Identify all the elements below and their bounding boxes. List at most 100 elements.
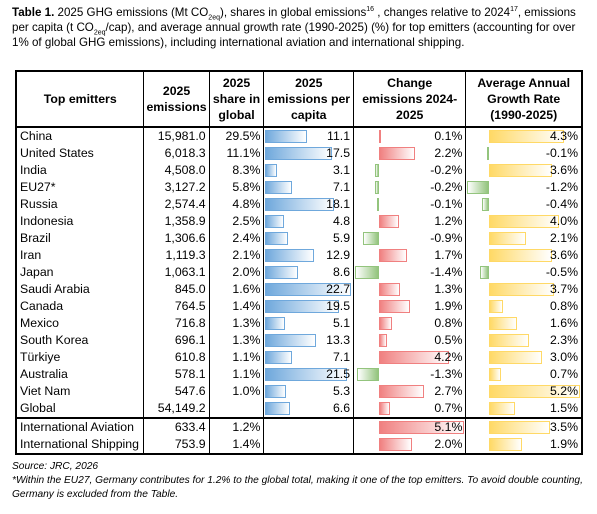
growth-cell: 0.7% <box>465 366 583 383</box>
data-bar <box>265 215 284 228</box>
per-capita-cell <box>263 417 355 436</box>
data-bar <box>375 181 379 194</box>
growth-value: -0.1% <box>545 146 578 160</box>
data-bar <box>375 164 379 177</box>
row-name: India <box>15 162 145 179</box>
per-capita-value: 12.9 <box>326 248 351 262</box>
notes: Source: JRC, 2026 *Within the EU27, Germ… <box>12 460 587 502</box>
table-row: Japan 1,063.1 2.0% 8.6 -1.4% -0.5% <box>15 264 583 281</box>
table-row: Brazil 1,306.6 2.4% 5.9 -0.9% 2.1% <box>15 230 583 247</box>
share-cell: 1.2% <box>208 417 265 436</box>
share-cell: 29.5% <box>208 127 265 145</box>
row-name: South Korea <box>15 332 145 349</box>
growth-value: 3.6% <box>549 163 578 177</box>
data-bar <box>488 283 554 296</box>
data-bar <box>488 232 526 245</box>
row-name: Global <box>15 400 145 418</box>
per-capita-value: 18.1 <box>326 197 351 211</box>
growth-value: 5.2% <box>549 384 578 398</box>
data-bar <box>479 266 489 279</box>
data-bar <box>265 232 288 245</box>
data-bar <box>363 232 379 245</box>
change-cell: 0.7% <box>353 400 467 418</box>
data-bar <box>488 351 542 364</box>
data-bar <box>356 368 379 381</box>
change-value: -0.2% <box>430 180 463 194</box>
row-name: United States <box>15 145 145 162</box>
data-bar <box>486 147 489 160</box>
growth-value: 3.5% <box>549 420 578 434</box>
caption-text: 2025 GHG emissions (Mt CO <box>54 6 209 19</box>
growth-value: 1.5% <box>549 401 578 415</box>
change-cell: -1.3% <box>353 366 467 383</box>
growth-cell: 4.0% <box>465 213 583 230</box>
data-bar <box>378 421 465 434</box>
data-bar <box>378 300 411 313</box>
per-capita-cell: 21.5 <box>263 366 355 383</box>
change-cell: 2.2% <box>353 145 467 162</box>
row-name: Saudi Arabia <box>15 281 145 298</box>
data-bar <box>488 368 501 381</box>
data-bar <box>265 300 340 313</box>
per-capita-value: 5.1 <box>332 316 351 330</box>
table-row: Canada 764.5 1.4% 19.5 1.9% 0.8% <box>15 298 583 315</box>
growth-value: 1.6% <box>549 316 578 330</box>
change-cell: 5.1% <box>353 417 467 436</box>
emissions-cell: 764.5 <box>143 298 210 315</box>
emissions-cell: 54,149.2 <box>143 400 210 418</box>
share-cell: 1.4% <box>208 436 265 454</box>
emissions-cell: 1,306.6 <box>143 230 210 247</box>
emissions-table: Top emitters 2025 emissions 2025 share in … <box>15 70 583 455</box>
change-cell: -1.4% <box>353 264 467 281</box>
per-capita-cell: 3.1 <box>263 162 355 179</box>
table-row: Mexico 716.8 1.3% 5.1 0.8% 1.6% <box>15 315 583 332</box>
table-row: Iran 1,119.3 2.1% 12.9 1.7% 3.6% <box>15 247 583 264</box>
caption-label: Table 1. <box>12 6 55 19</box>
per-capita-value: 6.6 <box>332 401 351 415</box>
emissions-cell: 578.1 <box>143 366 210 383</box>
data-bar <box>265 402 291 415</box>
data-bar <box>265 317 285 330</box>
share-cell: 1.3% <box>208 332 265 349</box>
caption-sup: 17 <box>510 6 518 14</box>
per-capita-cell: 17.5 <box>263 145 355 162</box>
growth-cell: -0.5% <box>465 264 583 281</box>
footnote: *Within the EU27, Germany contributes fo… <box>12 475 583 500</box>
growth-cell: 2.1% <box>465 230 583 247</box>
growth-value: -1.2% <box>545 180 578 194</box>
per-capita-cell: 8.6 <box>263 264 355 281</box>
table-row: Australia 578.1 1.1% 21.5 -1.3% 0.7% <box>15 366 583 383</box>
change-value: 5.1% <box>434 420 463 434</box>
share-cell: 2.0% <box>208 264 265 281</box>
caption-sub: 2eq <box>208 14 220 22</box>
data-bar <box>488 164 553 177</box>
per-capita-cell: 6.6 <box>263 400 355 418</box>
column-header: Average Annual Growth Rate (1990-2025) <box>465 70 583 128</box>
growth-cell: 5.2% <box>465 383 583 400</box>
per-capita-cell: 11.1 <box>263 127 355 145</box>
data-bar <box>265 198 334 211</box>
growth-value: 3.6% <box>549 248 578 262</box>
table-body: China 15,981.0 29.5% 11.1 0.1% 4.3% United Sta… <box>15 127 583 454</box>
table-row: United States 6,018.3 11.1% 17.5 2.2% -0.1% <box>15 145 583 162</box>
caption-text: ), shares in global emissions <box>219 6 367 19</box>
row-name: Mexico <box>15 315 145 332</box>
data-bar <box>265 249 315 262</box>
data-bar <box>378 130 381 143</box>
per-capita-value: 21.5 <box>326 367 351 381</box>
change-cell: -0.2% <box>353 179 467 196</box>
per-capita-cell: 18.1 <box>263 196 355 213</box>
change-value: 0.1% <box>434 129 463 143</box>
growth-cell: 3.7% <box>465 281 583 298</box>
data-bar <box>355 266 379 279</box>
growth-value: 3.0% <box>549 350 578 364</box>
data-bar <box>378 147 416 160</box>
table-row: Türkiye 610.8 1.1% 7.1 4.2% 3.0% <box>15 349 583 366</box>
share-cell: 11.1% <box>208 145 265 162</box>
growth-value: -0.5% <box>545 265 578 279</box>
share-cell: 1.3% <box>208 315 265 332</box>
data-bar <box>265 130 308 143</box>
change-value: -0.1% <box>430 197 463 211</box>
per-capita-value: 17.5 <box>326 146 351 160</box>
change-value: -0.2% <box>430 163 463 177</box>
